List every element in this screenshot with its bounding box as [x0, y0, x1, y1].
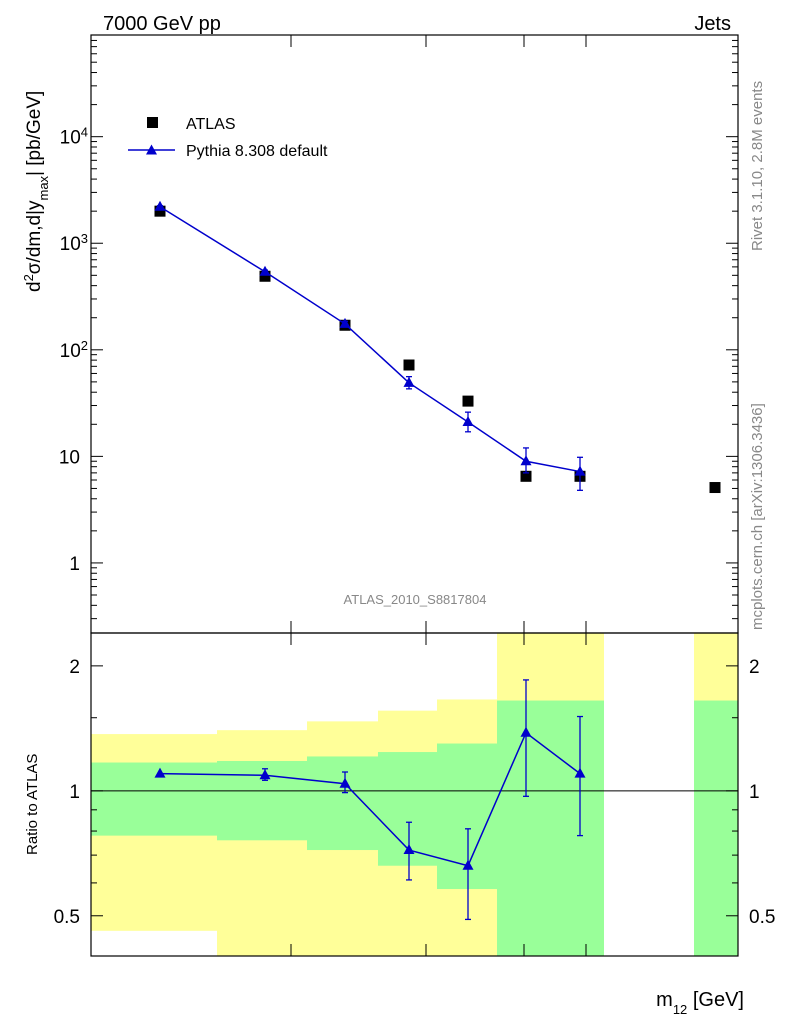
ratio-y-tick-label-right: 1: [749, 782, 760, 803]
header-right-label: Jets: [694, 13, 731, 35]
main-panel-points: [154, 200, 721, 494]
y-axis-ratio-title: Ratio to ATLAS: [24, 754, 41, 855]
y-axis-main-sup: 2: [21, 274, 36, 281]
pythia-ratio-point: [520, 726, 532, 737]
pythia-main-point: [574, 465, 586, 476]
mcplots-label: mcplots.cern.ch [arXiv:1306.3436]: [749, 403, 766, 630]
legend-pythia-marker: [146, 144, 157, 155]
pythia-main-point: [520, 455, 532, 466]
pythia-main-point: [403, 376, 415, 387]
y-axis-main-title: d2σ/dm,d|ymax| [pb/GeV]: [21, 91, 51, 292]
ratio-band-inner: [694, 700, 738, 956]
pythia-main-point: [154, 200, 166, 211]
legend-atlas-label: ATLAS: [186, 116, 236, 133]
ratio-band-inner: [91, 762, 217, 836]
y-axis-main-end: | [pb/GeV]: [24, 91, 45, 176]
y-axis-main-base: d: [24, 281, 45, 292]
ratio-y-tick-label-right: 0.5: [749, 907, 775, 928]
panel-frames: [90, 34, 739, 957]
rivet-version-label: Rivet 3.1.10, 2.8M events: [749, 81, 766, 251]
main-y-tick-label: 103: [60, 231, 88, 256]
x-axis-base: m: [656, 989, 673, 1011]
x-axis-end: [GeV]: [687, 989, 744, 1011]
pythia-ratio-point: [154, 767, 166, 778]
y-axis-main-sub: max: [36, 175, 51, 200]
pythia-ratio-point: [339, 777, 351, 788]
pythia-ratio-point: [574, 767, 586, 778]
ratio-panel-points: [154, 679, 586, 921]
pythia-ratio-point: [462, 859, 474, 870]
main-y-tick-label: 1: [69, 554, 80, 575]
pythia-main-line: [159, 206, 581, 473]
legend-pythia-label: Pythia 8.308 default: [186, 143, 328, 160]
x-axis-title: m12 [GeV]: [656, 989, 744, 1017]
atlas-data-point: [259, 270, 271, 282]
axis-ticks: 1 10 102 103 104 0.5 0.5 1 1 2 2: [54, 34, 775, 956]
ratio-y-tick-label-left: 1: [69, 782, 80, 803]
main-y-tick-label: 10: [59, 447, 80, 468]
pythia-main-point: [462, 416, 474, 427]
ratio-band-inner: [497, 700, 604, 956]
atlas-data-point: [154, 205, 166, 217]
ratio-band-inner: [307, 756, 378, 851]
pythia-ratio-point: [403, 844, 415, 855]
legend: ATLAS Pythia 8.308 default: [128, 116, 328, 160]
pythia-main-point: [259, 265, 271, 276]
ratio-y-tick-label-left: 0.5: [54, 907, 80, 928]
main-y-tick-label: 104: [60, 124, 88, 149]
ratio-panel-frame: [90, 632, 739, 957]
analysis-watermark: ATLAS_2010_S8817804: [344, 592, 487, 607]
ratio-y-tick-label-left: 2: [69, 657, 80, 678]
pythia-main-point: [339, 317, 351, 328]
x-axis-sub: 12: [673, 1002, 687, 1017]
ratio-band-inner: [217, 760, 307, 841]
atlas-data-point: [709, 482, 721, 494]
header-left-label: 7000 GeV pp: [103, 13, 221, 35]
atlas-data-point: [462, 395, 474, 407]
atlas-data-point: [403, 359, 415, 371]
atlas-data-point: [520, 470, 532, 482]
pythia-ratio-point: [259, 769, 271, 780]
legend-atlas-marker: [147, 117, 158, 128]
y-axis-main-mid: σ/dm,d|y: [24, 200, 45, 274]
ratio-bands: [91, 633, 738, 956]
main-y-tick-label: 102: [60, 337, 88, 362]
ratio-y-tick-label-right: 2: [749, 657, 760, 678]
